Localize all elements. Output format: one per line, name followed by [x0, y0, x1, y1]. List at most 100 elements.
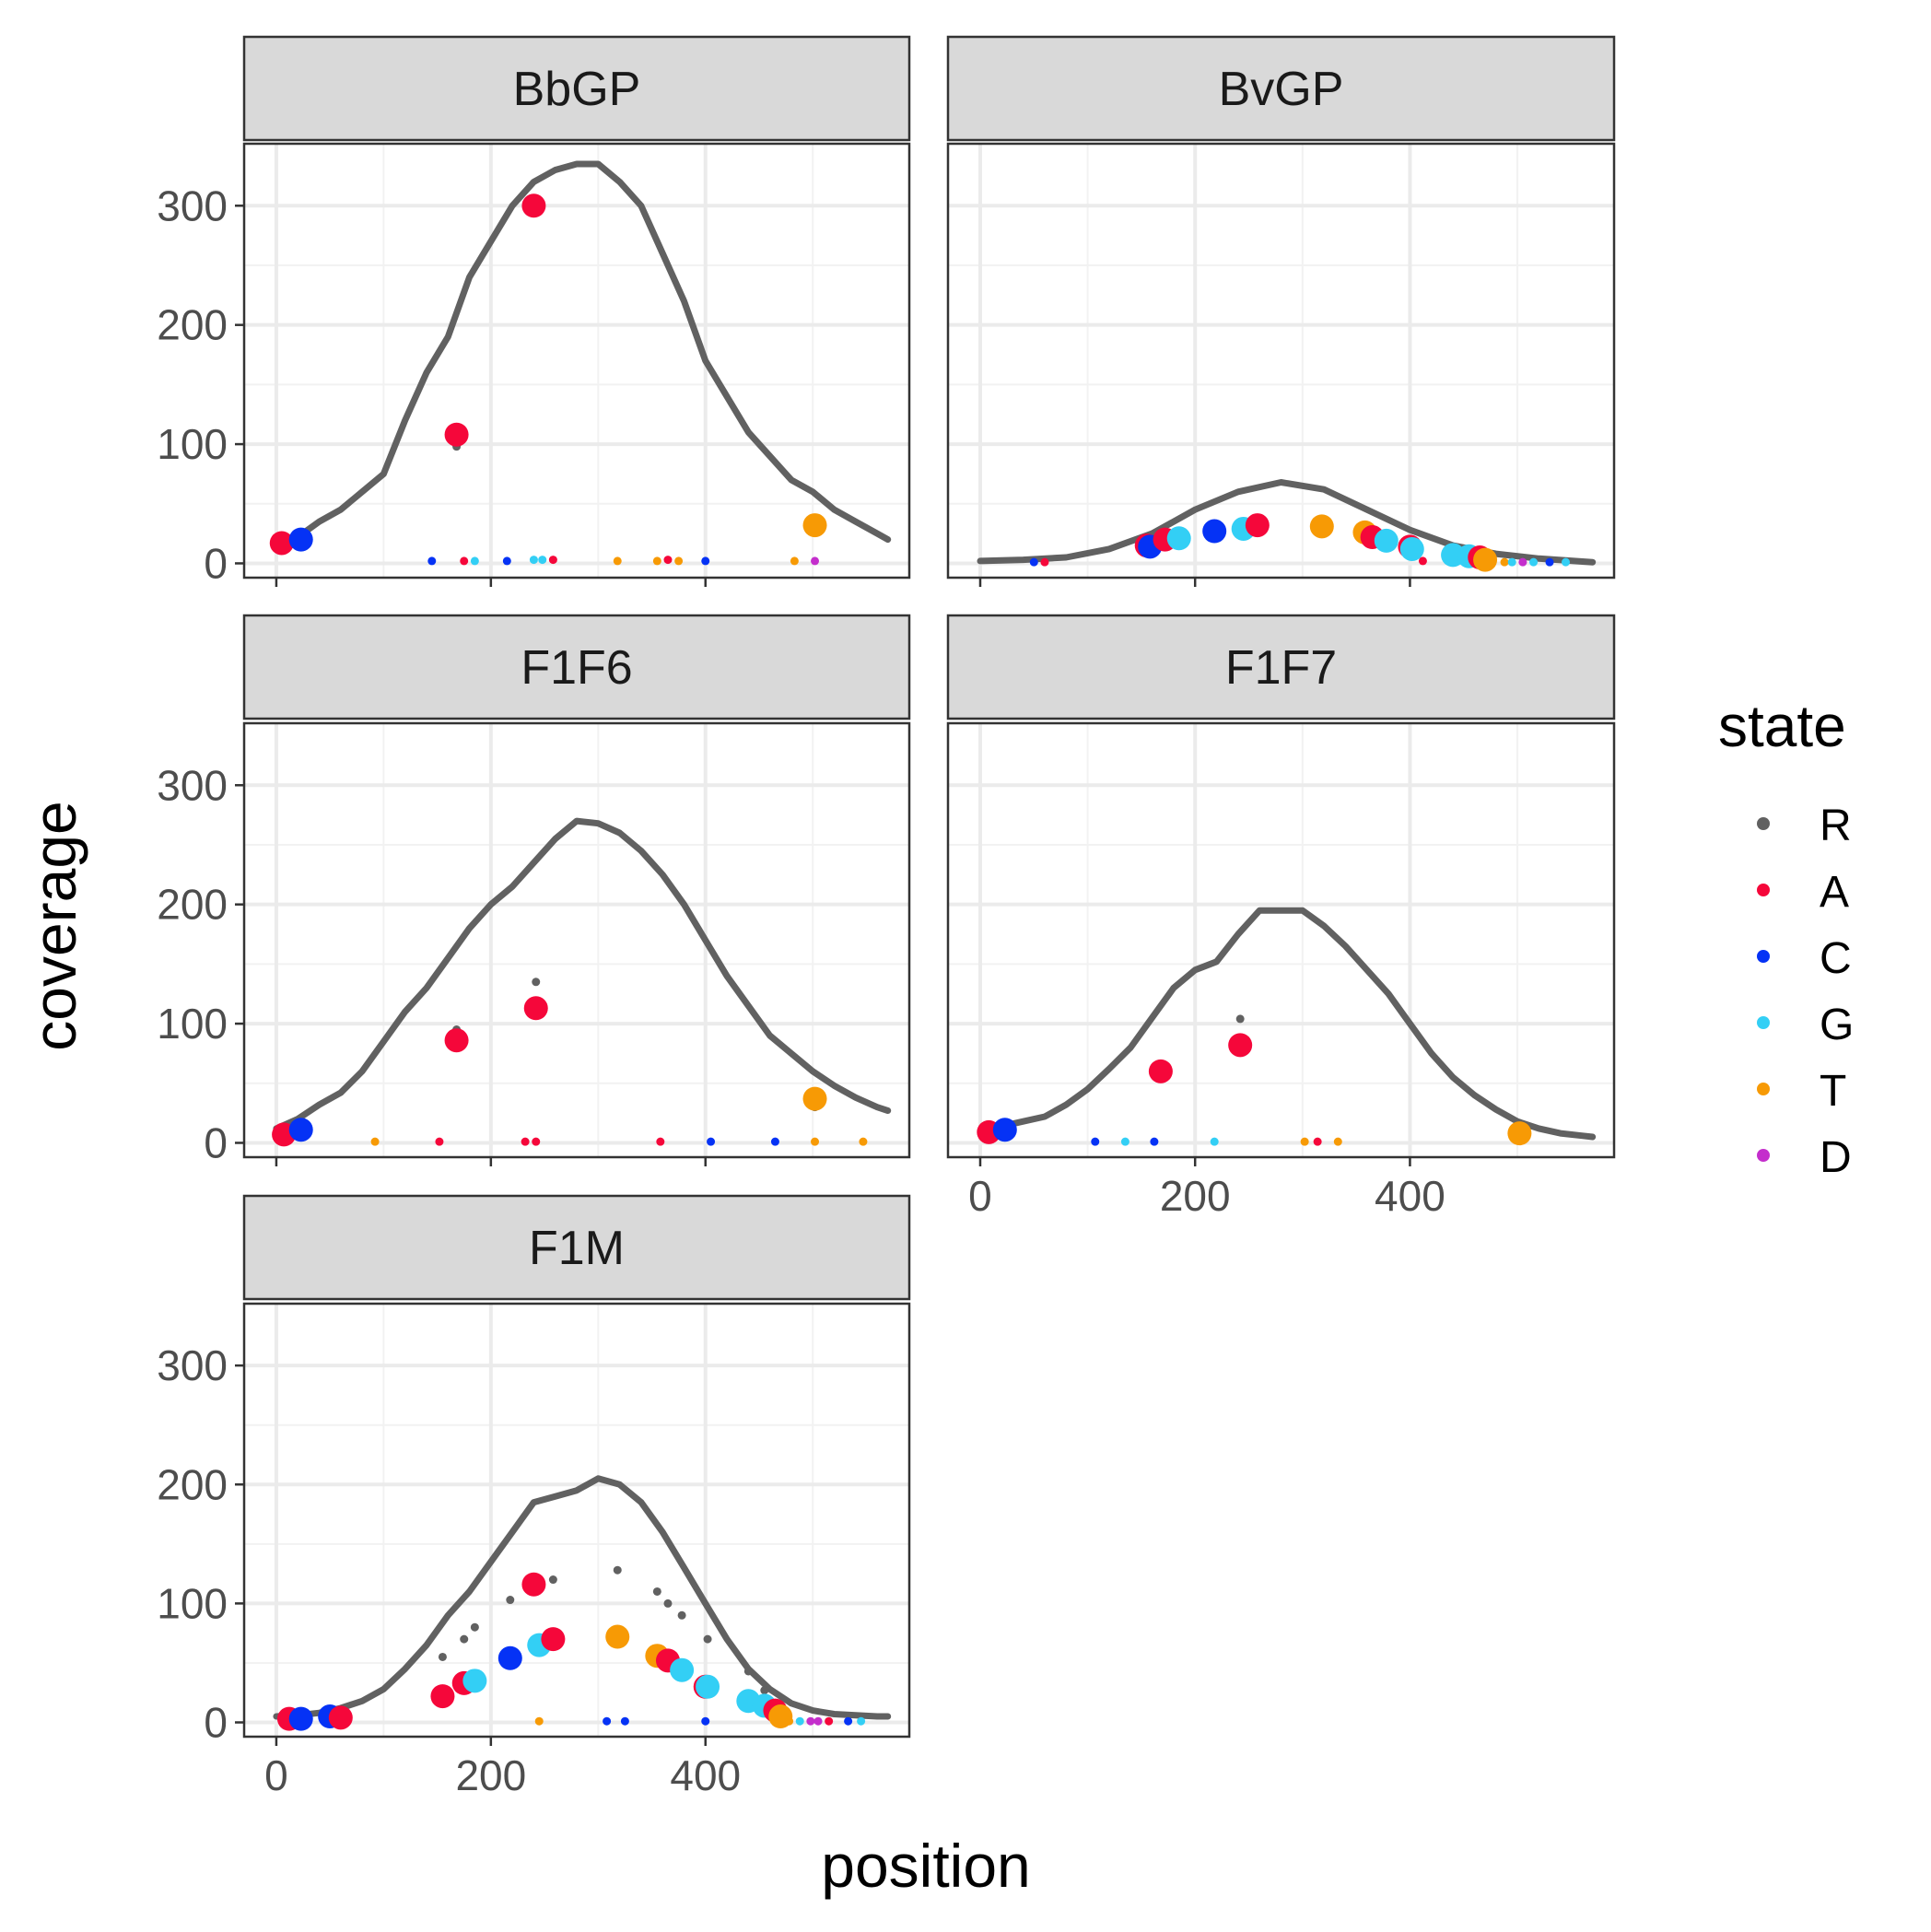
- panel-BvGP: BvGP: [946, 35, 1616, 587]
- point-C: [1202, 519, 1227, 544]
- point-G: [795, 1716, 804, 1726]
- legend-title: state: [1718, 693, 1846, 759]
- point-C: [288, 1706, 313, 1731]
- point-C: [288, 527, 313, 552]
- y-axis-title: coverage: [20, 801, 88, 1051]
- point-A: [523, 996, 548, 1021]
- facet-strip: [242, 35, 911, 142]
- point-T: [802, 1086, 827, 1111]
- y-tick-label: 0: [204, 539, 228, 587]
- point-D: [813, 1716, 823, 1726]
- x-tick-label: 0: [264, 1751, 288, 1799]
- point-T: [1309, 514, 1334, 539]
- point-A: [1313, 1137, 1322, 1146]
- point-T: [802, 513, 827, 538]
- point-T: [370, 1137, 380, 1146]
- panel-background: [948, 144, 1614, 578]
- point-C: [502, 556, 511, 566]
- point-T: [1300, 1137, 1309, 1146]
- point-R: [760, 1686, 769, 1695]
- point-D: [806, 1716, 815, 1726]
- point-T: [1333, 1137, 1342, 1146]
- point-R: [677, 1610, 686, 1620]
- panel-F1F6: F1F6 0 100 200 300: [157, 614, 911, 1166]
- facet-strip: [242, 1194, 911, 1301]
- point-R: [548, 1575, 557, 1585]
- point-G: [1399, 536, 1424, 561]
- coverage-line: [273, 817, 892, 1132]
- point-G: [529, 556, 538, 565]
- legend-key-R: [1757, 817, 1770, 830]
- facet-strip-label: F1F6: [521, 641, 632, 695]
- point-C: [707, 1137, 716, 1146]
- point-R: [460, 1634, 469, 1644]
- point-A: [269, 531, 294, 556]
- point-C: [620, 1716, 629, 1726]
- point-R: [438, 1652, 447, 1661]
- point-A: [825, 1716, 834, 1726]
- point-C: [603, 1716, 612, 1726]
- point-A: [1148, 1059, 1173, 1083]
- point-A: [656, 1137, 665, 1146]
- panel-background: [244, 723, 909, 1157]
- point-C: [1545, 557, 1554, 567]
- y-tick-label: 200: [157, 1460, 228, 1508]
- panel-border: [242, 1302, 911, 1739]
- x-tick-label: 400: [670, 1751, 741, 1799]
- point-A: [328, 1705, 353, 1730]
- point-R: [470, 1622, 479, 1632]
- point-T: [768, 1704, 793, 1729]
- panels-layer: BbGP 0 100 200 300 BvGP F1F6 0 100 200 300 F1F7 0 200…: [157, 35, 1616, 1799]
- point-R: [652, 1587, 661, 1596]
- facet-strip-label: F1F7: [1225, 641, 1337, 695]
- point-A: [541, 1627, 566, 1652]
- point-T: [534, 1716, 544, 1726]
- point-R: [532, 978, 541, 987]
- point-G: [1507, 557, 1516, 567]
- y-tick-label: 300: [157, 761, 228, 809]
- x-tick-label: 200: [455, 1751, 526, 1799]
- point-T: [613, 556, 622, 566]
- point-A: [521, 1137, 530, 1146]
- legend-label-R: R: [1820, 802, 1852, 850]
- point-T: [1500, 557, 1509, 567]
- x-tick-label: 200: [1160, 1172, 1231, 1220]
- point-C: [844, 1716, 853, 1726]
- legend-label-T: T: [1820, 1067, 1846, 1116]
- panel-border: [242, 721, 911, 1159]
- point-G: [1210, 1137, 1219, 1146]
- point-C: [497, 1645, 522, 1670]
- coverage-line: [977, 907, 1597, 1141]
- legend-key-C: [1757, 950, 1770, 963]
- point-G: [1166, 526, 1191, 551]
- point-C: [288, 1118, 313, 1142]
- point-A: [430, 1684, 455, 1709]
- point-T: [1473, 547, 1498, 572]
- point-T: [1507, 1121, 1532, 1146]
- point-G: [1374, 528, 1399, 553]
- point-T: [652, 556, 661, 566]
- point-R: [743, 1667, 753, 1676]
- point-D: [1518, 557, 1527, 567]
- point-A: [1228, 1033, 1253, 1058]
- point-A: [663, 556, 673, 565]
- facet-strip: [946, 35, 1616, 142]
- x-tick-label: 400: [1375, 1172, 1445, 1220]
- y-tick-label: 200: [157, 881, 228, 929]
- point-G: [696, 1674, 720, 1699]
- point-G: [670, 1657, 695, 1682]
- panel-border: [242, 142, 911, 580]
- panel-border: [946, 142, 1616, 580]
- point-D: [811, 556, 820, 566]
- point-C: [1150, 1137, 1159, 1146]
- point-A: [460, 556, 469, 566]
- point-A: [1418, 556, 1427, 566]
- point-T: [674, 556, 684, 566]
- point-T: [811, 1137, 820, 1146]
- y-tick-label: 0: [204, 1118, 228, 1166]
- legend-label-C: C: [1820, 934, 1852, 983]
- point-A: [1245, 513, 1270, 538]
- point-G: [538, 556, 547, 565]
